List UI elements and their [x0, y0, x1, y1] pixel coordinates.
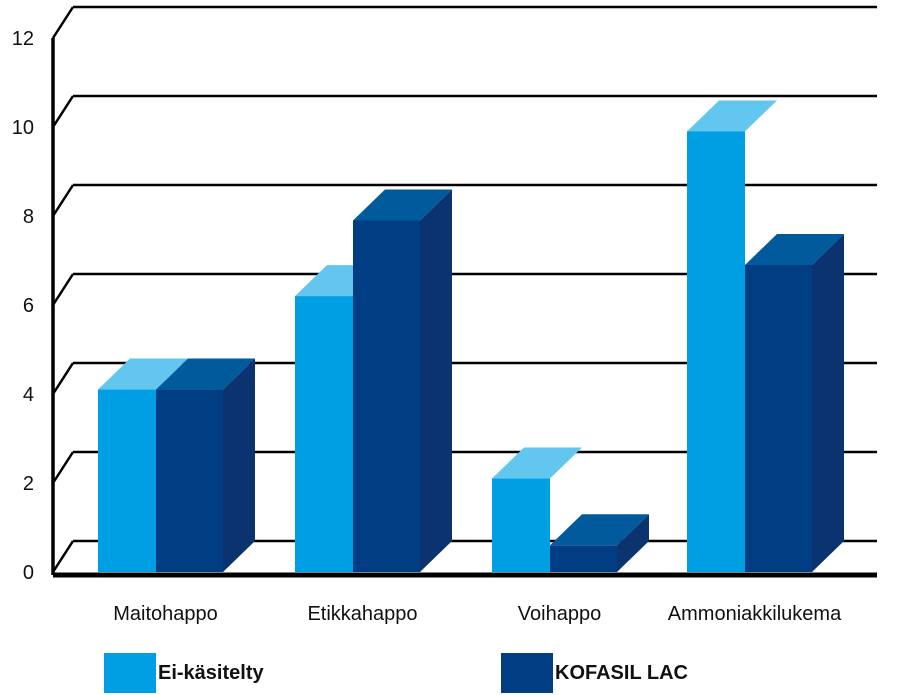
bar-kofasil-lac: [550, 545, 617, 572]
bar-ei-kasitelty: [295, 296, 353, 572]
gridline-diag-2: [51, 451, 75, 484]
bar-top-ei-kasitelty: [492, 447, 582, 479]
bar-side-kofasil-lac: [223, 358, 255, 572]
bar-ei-kasitelty: [687, 131, 745, 572]
bar-top-ei-kasitelty: [687, 100, 777, 132]
gridline-diag-12: [51, 6, 75, 39]
legend-item-kofasil-lac: KOFASIL LAC: [501, 653, 688, 693]
bars-layer: [98, 100, 844, 572]
y-tick-label: 4: [23, 384, 34, 406]
bar-kofasil-lac: [156, 389, 223, 572]
bar-top-ei-kasitelty: [98, 358, 188, 390]
legend-swatch-kofasil-lac: [501, 653, 553, 693]
y-tick-label: 6: [23, 295, 34, 317]
y-tick-label: 8: [23, 206, 34, 228]
x-category-label: Maitohappo: [113, 603, 218, 625]
bar-ei-kasitelty: [98, 389, 156, 572]
legend-item-ei-kasitelty: Ei-käsitelty: [104, 653, 264, 693]
bar-kofasil-lac: [353, 220, 420, 572]
bar-side-kofasil-lac: [812, 233, 844, 572]
bar-top-kofasil-lac: [156, 358, 255, 390]
gridline-diag-10: [51, 95, 75, 128]
y-tick-label: 0: [23, 562, 34, 584]
x-category-labels: Maitohappo Etikkahappo Voihappo Ammoniakkil…: [113, 603, 842, 625]
y-tick-label: 12: [12, 28, 34, 50]
legend-label-kofasil-lac: KOFASIL LAC: [555, 661, 688, 684]
gridline-diag-0: [51, 540, 75, 573]
bar-side-kofasil-lac: [617, 514, 649, 572]
gridline-diag-6: [51, 273, 75, 306]
bar-top-kofasil-lac: [550, 514, 649, 546]
x-category-label: Ammoniakkilukema: [668, 603, 842, 625]
y-tick-label: 10: [12, 117, 34, 139]
legend-swatch-ei-kasitelty: [104, 653, 156, 693]
gridline-diag-8: [51, 184, 75, 217]
bar-top-kofasil-lac: [745, 233, 844, 265]
x-category-label: Etikkahappo: [307, 603, 417, 625]
y-tick-label: 2: [23, 473, 34, 495]
legend-label-ei-kasitelty: Ei-käsitelty: [158, 661, 264, 684]
axis-layer: [51, 38, 877, 578]
bar-chart: 0 2 4 6 8 10 12 Maitohappo Etikkahappo Voihappo A…: [12, 5, 877, 625]
bar-side-kofasil-lac: [420, 189, 452, 572]
y-tick-labels: 0 2 4 6 8 10 12: [12, 28, 34, 584]
bar-top-kofasil-lac: [353, 189, 452, 221]
x-category-label: Voihappo: [518, 603, 601, 625]
bar-ei-kasitelty: [492, 478, 550, 572]
gridline-diag-4: [51, 362, 75, 395]
bar-kofasil-lac: [745, 264, 812, 572]
